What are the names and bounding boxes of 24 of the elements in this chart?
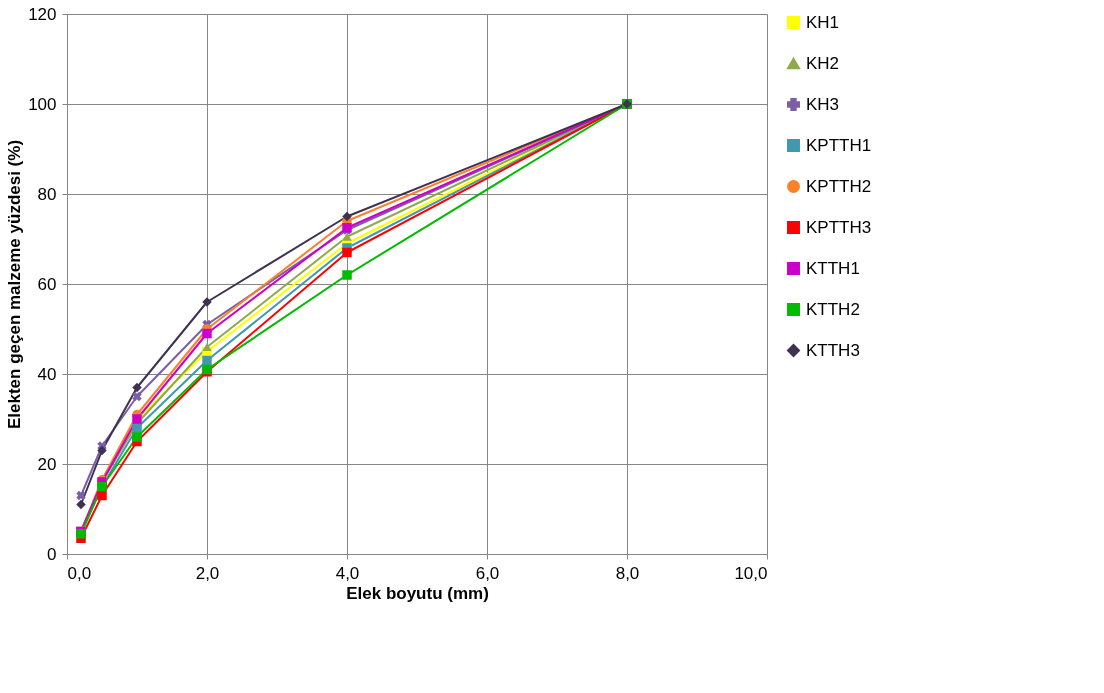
x-tick-label: 8,0 <box>615 563 640 583</box>
y-tick-label: 20 <box>37 454 57 474</box>
y-axis-title: Elekten geçen malzeme yüzdesi (%) <box>5 139 25 430</box>
legend-label: KPTTH1 <box>806 135 872 155</box>
legend-label: KH3 <box>806 94 840 114</box>
x-tick-label: 0,0 <box>67 563 92 583</box>
y-tick-label: 120 <box>28 4 57 24</box>
legend-label: KPTTH3 <box>806 217 872 237</box>
legend-label: KTTH3 <box>806 340 860 360</box>
y-tick-label: 40 <box>37 364 57 384</box>
y-tick-label: 80 <box>37 184 57 204</box>
legend-label: KTTH1 <box>806 258 860 278</box>
legend-label: KTTH2 <box>806 299 860 319</box>
y-tick-label: 100 <box>28 94 57 114</box>
y-tick-label: 0 <box>47 544 57 564</box>
x-tick-label: 10,0 <box>734 563 768 583</box>
x-tick-label: 6,0 <box>475 563 500 583</box>
legend-label: KH1 <box>806 12 840 32</box>
x-axis-title: Elek boyutu (mm) <box>346 583 489 603</box>
legend-label: KH2 <box>806 53 840 73</box>
x-tick-label: 2,0 <box>195 563 220 583</box>
x-tick-label: 4,0 <box>335 563 360 583</box>
legend-label: KPTTH2 <box>806 176 872 196</box>
y-tick-label: 60 <box>37 274 57 294</box>
